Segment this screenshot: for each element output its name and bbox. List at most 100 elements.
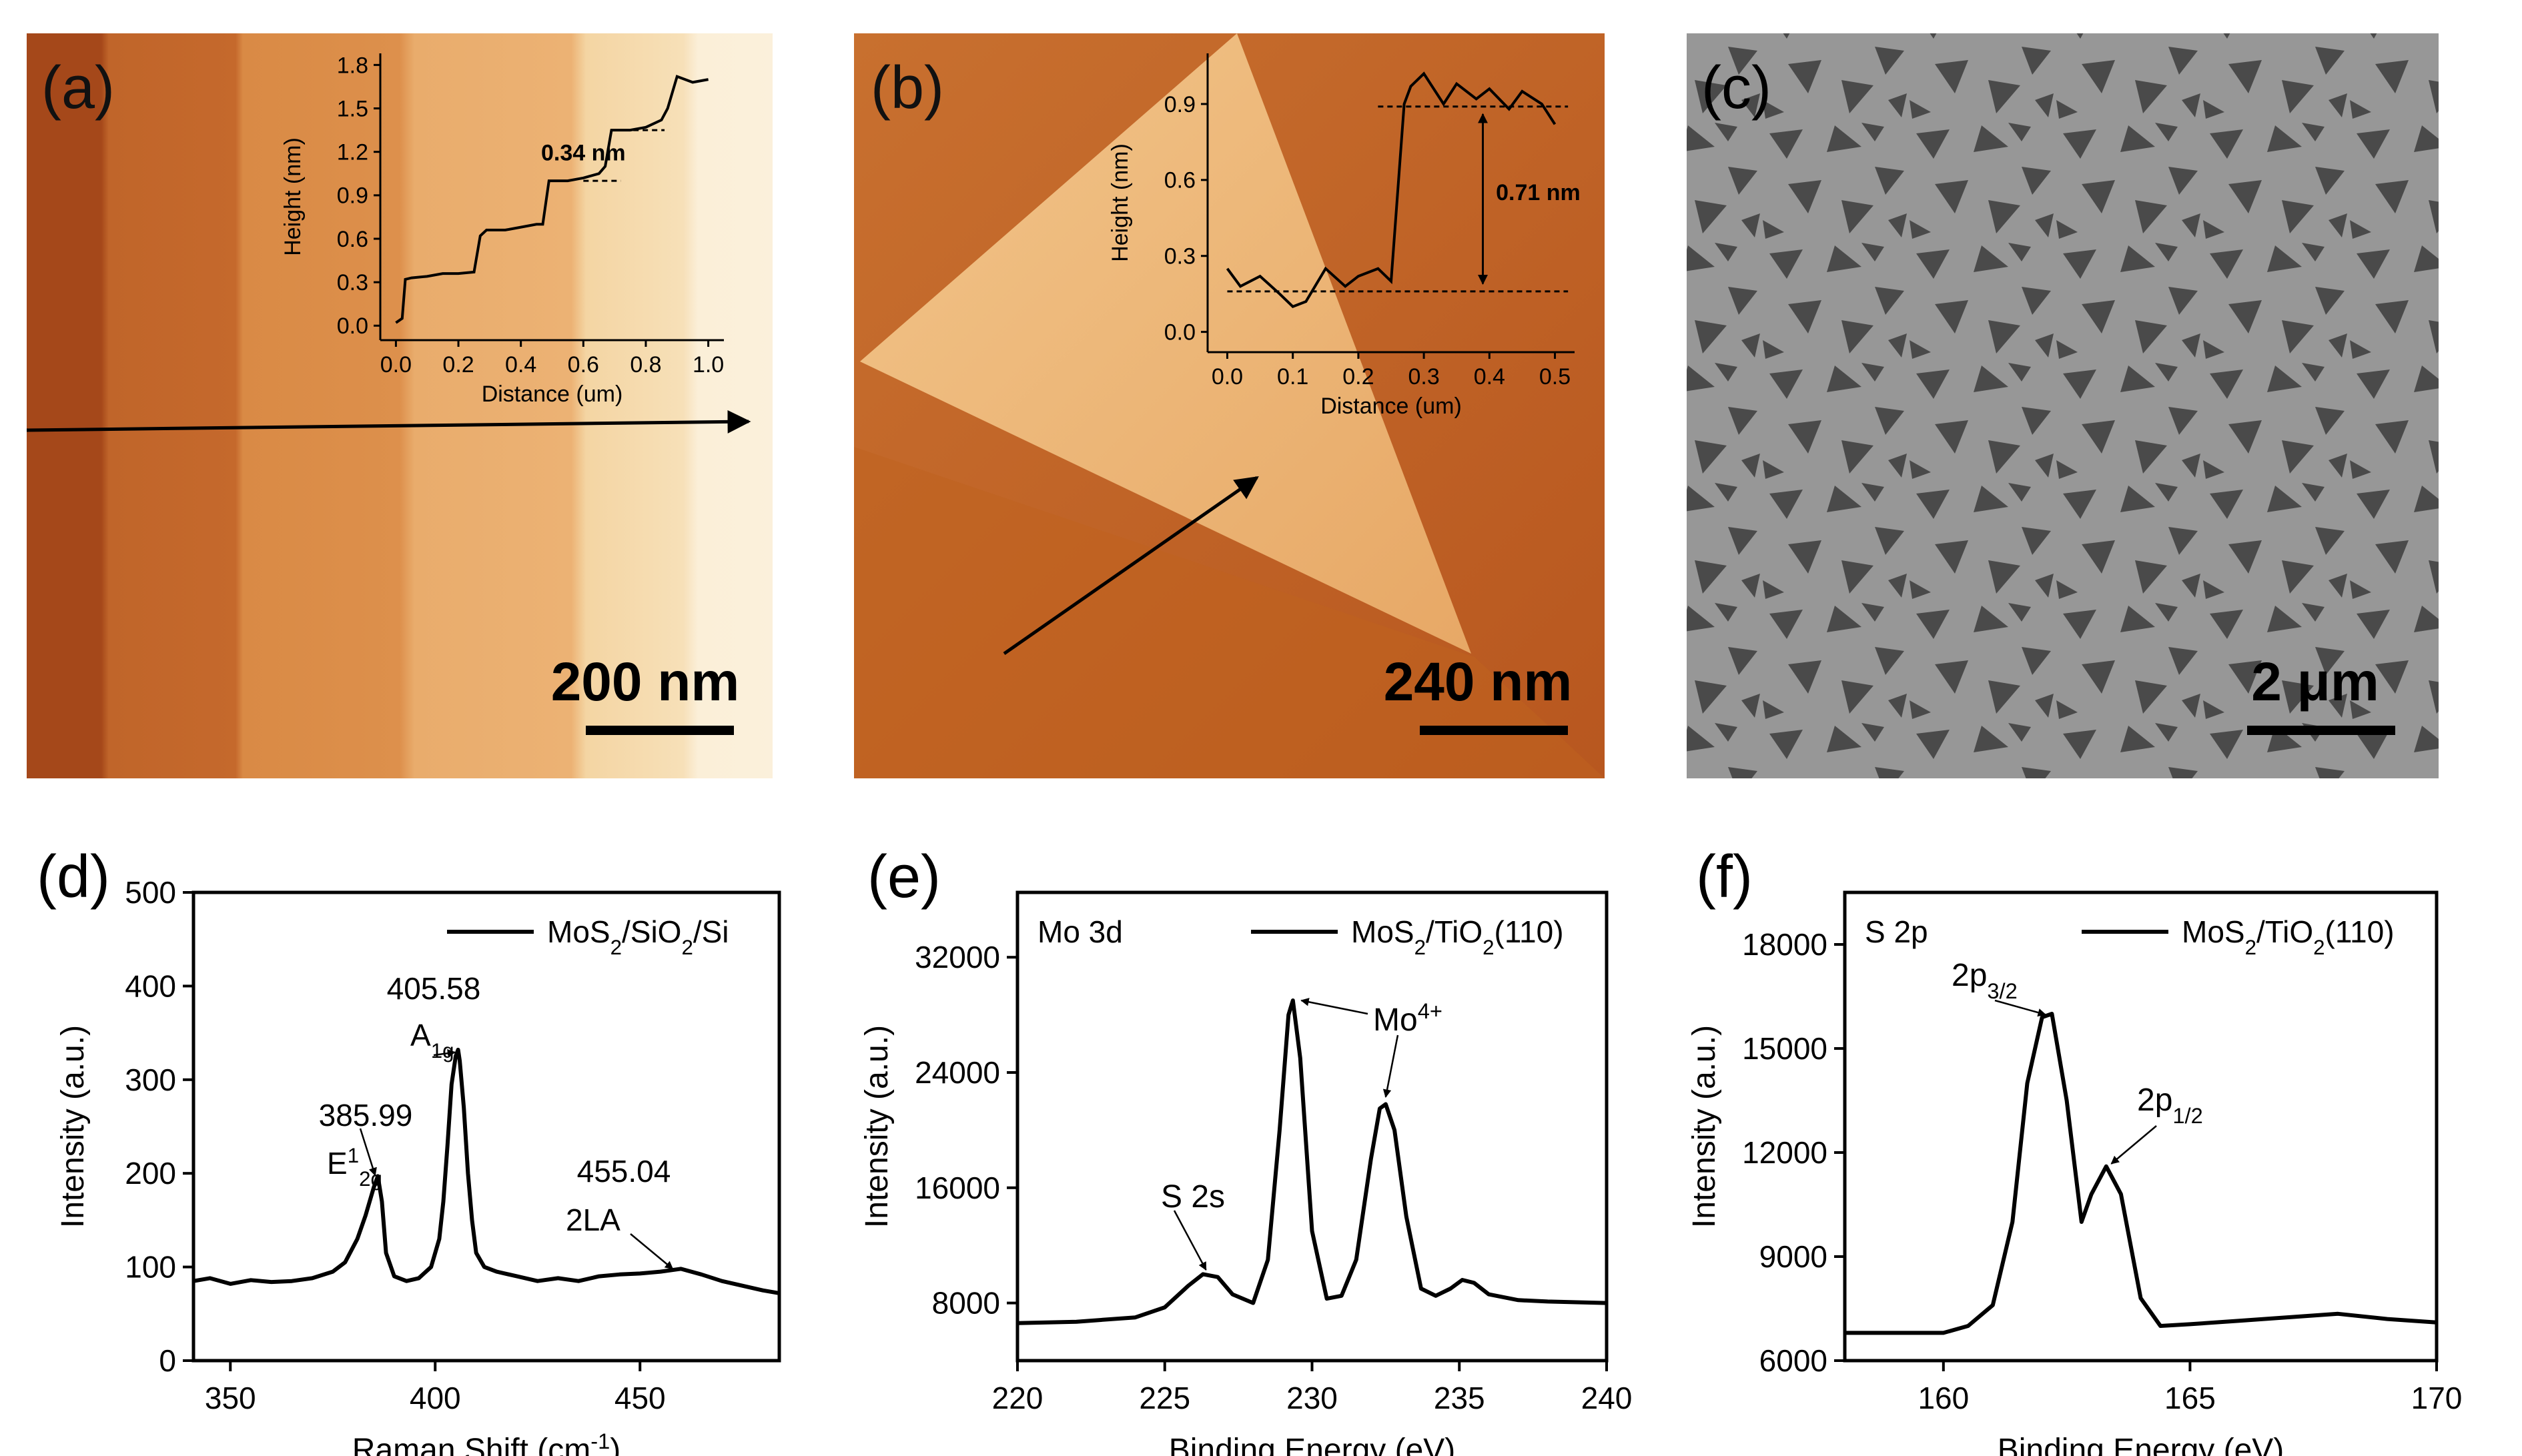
y-tick-label: 6000 — [1759, 1343, 1827, 1378]
x-tick-label: 400 — [410, 1381, 461, 1415]
panel-label-f: (f) — [1696, 844, 1753, 910]
x-tick-label: 170 — [2411, 1381, 2463, 1415]
panel-label-d: (d) — [37, 844, 110, 910]
inset-y-tick-label: 0.6 — [337, 227, 368, 252]
panel-label-a: (a) — [41, 55, 115, 121]
inset-x-axis-title: Distance (um) — [482, 382, 623, 407]
annotation-arrow — [1173, 1210, 1207, 1271]
x-tick-label: 230 — [1286, 1381, 1338, 1415]
panel-label-e: (e) — [867, 844, 941, 910]
peak-mode-label: A1g — [410, 1018, 454, 1062]
inset-x-tick-label: 0.3 — [1408, 364, 1439, 390]
x-tick-label: 225 — [1139, 1381, 1190, 1415]
inset-x-tick-label: 0.4 — [505, 352, 536, 378]
inset-x-axis-title: Distance (um) — [1320, 394, 1462, 419]
inset-y-tick-label: 1.8 — [337, 53, 368, 78]
panel-d: (d) 350 400 450 0 100 200 300 400 500 Raman Shift… — [37, 844, 781, 1456]
plot-frame — [1015, 890, 1609, 1363]
plot-frame — [1843, 890, 2439, 1363]
x-axis-title: Raman Shift (cm-1) — [352, 1429, 620, 1456]
spectrum-region-label: S 2p — [1865, 914, 1928, 949]
inset-x-tick-label: 0.0 — [1212, 364, 1243, 390]
inset-x-tick-label: 0.2 — [1342, 364, 1374, 390]
raman-chart: 350 400 450 0 100 200 300 400 500 Raman Shift (cm… — [55, 875, 781, 1456]
inset-x-tick-label: 0.1 — [1277, 364, 1308, 390]
annotation-arrow — [1994, 999, 2046, 1017]
inset-x-tick-label: 0.2 — [442, 352, 474, 378]
x-tick-label: 220 — [992, 1381, 1043, 1415]
y-tick-label: 32000 — [915, 940, 1000, 974]
inset-y-tick-label: 0.3 — [1164, 244, 1196, 269]
panel-a: (a) 200 nm 0.0 0.2 0.4 0.6 0.8 1.0 0.0 0.3 0.6 0.… — [26, 33, 773, 778]
series-line — [1017, 998, 1607, 1325]
inset-y-tick-label: 0.9 — [337, 183, 368, 209]
x-axis-title: Binding Energy (eV) — [1998, 1433, 2284, 1456]
mos2-triangle-flake — [860, 33, 1471, 654]
y-tick-label: 500 — [125, 875, 176, 910]
afm-linescan-arrow-b — [1003, 476, 1259, 656]
sem-image-c — [1687, 33, 2439, 778]
y-tick-label: 16000 — [915, 1171, 1000, 1205]
inset-y-tick-label: 1.2 — [337, 140, 368, 165]
panel-c: (c) 2 μm — [1687, 33, 2439, 778]
peak-label-2p12: 2p1/2 — [2137, 1082, 2203, 1128]
afm-linescan-arrow-a — [26, 410, 751, 434]
inset-profile-line — [395, 75, 709, 324]
y-tick-label: 12000 — [1742, 1135, 1827, 1170]
x-tick-label: 240 — [1581, 1381, 1633, 1415]
inset-y-axis-title: Height (nm) — [280, 137, 306, 256]
peak-position-label: 385.99 — [319, 1098, 413, 1133]
inset-y-tick-label: 0.3 — [337, 270, 368, 295]
panel-label-c: (c) — [1701, 55, 1771, 121]
xps-mo3d-chart: 220 225 230 235 240 8000 16000 24000 32000 Bindin… — [859, 890, 1633, 1456]
legend-label: MoS2/TiO2(110) — [1351, 914, 1564, 959]
peak-mode-label: 2LA — [566, 1203, 620, 1237]
inset-y-tick-label: 0.0 — [337, 313, 368, 339]
afm-lower-region-b — [854, 447, 1605, 778]
scale-bar-label-c: 2 μm — [2251, 652, 2379, 712]
annotation-arrow — [630, 1233, 674, 1270]
scale-bar-label-a: 200 nm — [551, 652, 740, 712]
inset-x-tick-label: 0.8 — [630, 352, 661, 378]
annotation-arrow — [433, 1049, 456, 1058]
annotation-arrow — [2110, 1125, 2157, 1165]
panel-b: (b) 240 nm 0.0 0.1 0.2 0.3 0.4 0.50.00.30.60.… — [854, 33, 1605, 778]
y-tick-label: 9000 — [1759, 1239, 1827, 1274]
legend-label: MoS2/SiO2/Si — [547, 914, 729, 959]
scale-bar-b — [1420, 726, 1568, 735]
x-tick-label: 160 — [1918, 1381, 1969, 1415]
y-axis-title: Intensity (a.u.) — [859, 1025, 895, 1228]
x-tick-label: 350 — [205, 1381, 256, 1415]
inset-x-tick-label: 0.6 — [568, 352, 599, 378]
peak-label-mo4: Mo4+ — [1373, 998, 1442, 1038]
series-line — [1845, 1012, 2437, 1335]
plot-frame — [191, 890, 781, 1363]
y-tick-label: 100 — [125, 1250, 176, 1285]
y-tick-label: 24000 — [915, 1055, 1000, 1090]
peak-label-2p32: 2p3/2 — [1952, 958, 2018, 1003]
y-tick-label: 15000 — [1742, 1031, 1827, 1066]
peak-position-label: 455.04 — [577, 1154, 671, 1189]
inset-step-height-label: 0.71 nm — [1496, 180, 1581, 205]
scale-bar-label-b: 240 nm — [1384, 652, 1573, 712]
inset-y-tick-label: 0.6 — [1164, 168, 1196, 193]
legend-label: MoS2/TiO2(110) — [2182, 914, 2395, 959]
y-tick-label: 400 — [125, 968, 176, 1003]
xps-s2p-chart: 160 165 170 6000 9000 12000 15000 18000 Binding … — [1687, 890, 2463, 1456]
peak-label-s2s: S 2s — [1161, 1179, 1225, 1215]
y-tick-label: 18000 — [1742, 927, 1827, 962]
inset-step-height-label: 0.34 nm — [541, 141, 626, 166]
peak-mode-label: E12g — [327, 1144, 382, 1191]
annotation-arrow — [359, 1128, 377, 1177]
inset-x-tick-label: 0.0 — [380, 352, 412, 378]
x-axis-title: Binding Energy (eV) — [1169, 1433, 1456, 1456]
y-tick-label: 300 — [125, 1062, 176, 1097]
inset-height-profile-b: 0.0 0.1 0.2 0.3 0.4 0.5 0.0 0.3 0.6 0.9 Distance (… — [1108, 53, 1581, 419]
x-tick-label: 165 — [2164, 1381, 2216, 1415]
scale-bar-c — [2247, 726, 2395, 735]
y-axis-title: Intensity (a.u.) — [1687, 1025, 1722, 1228]
panel-e: (e) 220 225 230 235 240 8000 16000 24000 32000 Bi… — [859, 844, 1632, 1456]
inset-height-profile-a: 0.0 0.2 0.4 0.6 0.8 1.0 0.0 0.3 0.6 0.9 1.2 1.5 1.8 D… — [280, 53, 724, 407]
inset-x-tick-label: 1.0 — [693, 352, 724, 378]
